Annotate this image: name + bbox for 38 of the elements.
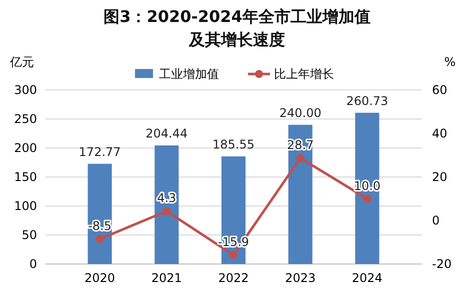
y-axis-title: 亿元 <box>9 55 34 69</box>
bar <box>355 112 380 264</box>
x-tick-label: 2021 <box>151 271 182 285</box>
data-label: 204.44 <box>146 126 188 140</box>
y-tick-label: 50 <box>22 228 37 242</box>
data-label: 4.3 <box>157 191 176 206</box>
bar <box>154 145 179 264</box>
y-tick-label: 150 <box>14 170 37 184</box>
legend-label: 工业增加值 <box>159 67 219 81</box>
data-label: 260.73 <box>346 94 388 108</box>
x-tick-label: 2022 <box>218 271 249 285</box>
y2-axis-title: % <box>444 55 456 69</box>
y2-tick-label: -20 <box>432 257 452 271</box>
data-label: -8.5 <box>88 218 112 233</box>
y2-tick-label: 40 <box>432 126 448 140</box>
y-tick-label: 300 <box>14 83 37 97</box>
x-tick-label: 2023 <box>285 271 316 285</box>
legend-label: 比上年增长 <box>274 67 334 81</box>
y-tick-label: 100 <box>14 199 37 213</box>
x-tick-label: 2024 <box>352 271 382 285</box>
data-label: 240.00 <box>279 106 322 120</box>
x-tick-label: 2020 <box>84 271 116 285</box>
y2-tick-label: 60 <box>432 83 448 97</box>
y-tick-label: 200 <box>14 141 37 155</box>
y2-tick-label: 20 <box>432 170 448 184</box>
point <box>296 154 304 162</box>
point <box>96 234 104 243</box>
data-label: 185.55 <box>212 137 254 152</box>
y-tick-label: 0 <box>29 257 37 271</box>
chart-title: 图3：2020-2024年全市工业增加值及其增长速度 <box>104 7 370 49</box>
bar <box>88 164 112 264</box>
data-label: 172.77 <box>78 144 121 159</box>
y2-tick-label: 0 <box>432 214 440 228</box>
y-tick-label: 250 <box>14 112 37 126</box>
bar <box>288 124 312 264</box>
point <box>363 194 372 203</box>
point <box>230 251 238 260</box>
point <box>162 207 171 216</box>
